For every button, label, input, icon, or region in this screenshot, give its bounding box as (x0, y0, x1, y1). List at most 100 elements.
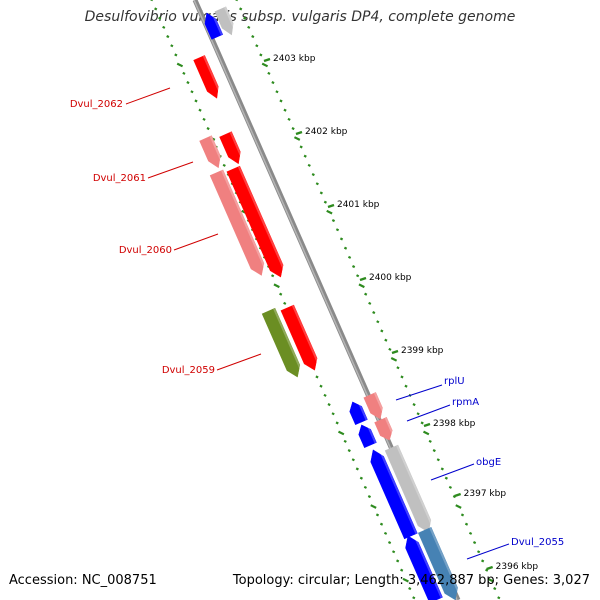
inner-tick (319, 384, 323, 388)
gene-rplu[interactable] (347, 399, 368, 426)
gene-dvul-2059b[interactable] (280, 304, 321, 373)
scale-tick-mark (359, 276, 367, 282)
outer-tick (319, 191, 323, 195)
gene-label-obge[interactable]: obgE (476, 457, 501, 468)
gene-reverse-top[interactable] (201, 11, 224, 40)
outer-tick (326, 209, 333, 215)
gene-label-dvul_2055[interactable]: Dvul_2055 (511, 537, 564, 548)
gene-label-dvul_2059[interactable]: Dvul_2059 (162, 365, 215, 376)
outer-tick (455, 504, 462, 509)
gene-dvul-2060b[interactable] (226, 165, 287, 280)
gene-label-group: Dvul_2062 Dvul_2061 Dvul_2060 Dvul_2059 rplU… (70, 87, 564, 560)
outer-tick (485, 568, 489, 572)
outer-tick (432, 449, 436, 453)
gene-dvul-2062[interactable] (193, 55, 223, 100)
outer-tick (396, 366, 400, 370)
gene-dvul-2061b[interactable] (219, 131, 245, 167)
outer-tick (247, 25, 251, 29)
gene-label-leader (466, 543, 510, 560)
scale-tick-mark (486, 565, 494, 571)
gene-dvul-2061a[interactable] (199, 135, 225, 171)
outer-tick (412, 403, 416, 407)
inner-tick (222, 163, 226, 167)
gene-label-rplu[interactable]: rplU (444, 376, 465, 387)
outer-tick (307, 163, 311, 167)
gene-dvul-2059a[interactable] (261, 307, 304, 380)
scale-tick-labels: 2403 kbp 2402 kbp 2401 kbp 2400 kbp 2399 kbp… (263, 54, 539, 572)
outer-tick (279, 99, 283, 103)
inner-tick (283, 301, 287, 305)
outer-tick (464, 522, 469, 526)
outer-tick (299, 145, 303, 149)
scale-tick-mark (423, 422, 431, 428)
outer-tick (323, 200, 327, 204)
outer-tick (444, 476, 448, 480)
scale-tick-mark (454, 492, 462, 498)
outer-tick (356, 274, 360, 278)
gene-grey-top[interactable] (214, 6, 237, 37)
inner-tick (408, 587, 412, 591)
outer-tick (275, 90, 279, 94)
outer-tick (339, 237, 344, 241)
gene-label-dvul_2062[interactable]: Dvul_2062 (70, 99, 123, 110)
outer-tick (259, 53, 263, 57)
gene-obge[interactable] (367, 447, 418, 540)
outer-tick (315, 182, 319, 186)
outer-tick (388, 347, 392, 351)
gene-rplu-light[interactable] (363, 392, 386, 421)
gene-label-dvul_2060[interactable]: Dvul_2060 (119, 245, 172, 256)
gene-label-leader (430, 463, 475, 481)
gene-dvul-2055[interactable] (402, 533, 443, 600)
scale-tick-label: 2401 kbp (337, 200, 380, 210)
inner-tick (387, 541, 392, 545)
inner-tick (162, 25, 166, 29)
outer-tick (468, 531, 473, 535)
gene-dvul-2055-steel[interactable] (418, 527, 461, 600)
outer-tick (376, 320, 380, 324)
outer-tick (368, 301, 372, 305)
outer-tick (481, 559, 485, 563)
scale-tick-label: 2400 kbp (369, 273, 412, 283)
outer-tick (261, 62, 269, 68)
inner-tick (190, 90, 194, 94)
outer-tick (347, 255, 352, 259)
outer-tick (428, 439, 432, 443)
gene-obge-grey[interactable] (384, 444, 435, 535)
scale-tick-mark (327, 203, 335, 209)
outer-tick (390, 357, 398, 362)
gene-label-rpma[interactable]: rpmA (452, 397, 479, 408)
gene-label-dvul_2061[interactable]: Dvul_2061 (93, 173, 146, 184)
inner-tick (363, 485, 367, 489)
inner-tick (194, 99, 198, 103)
gene-label-leader (125, 87, 171, 105)
gene-rpma-light[interactable] (374, 416, 396, 442)
outer-tick (472, 541, 477, 545)
inner-tick (355, 467, 359, 471)
scale-tick-label: 2403 kbp (273, 54, 316, 64)
gene-label-leader (216, 353, 262, 371)
inner-tick (273, 283, 280, 289)
inner-tick (367, 495, 372, 499)
outer-tick (331, 219, 336, 223)
gene-rpma[interactable] (356, 422, 377, 449)
scale-tick-label: 2396 kbp (496, 562, 539, 572)
outer-tick (422, 430, 430, 436)
inner-tick (198, 108, 202, 112)
outer-tick (293, 136, 301, 141)
scale-tick-mark (263, 57, 271, 63)
inner-tick (202, 117, 206, 121)
inner-tick (400, 568, 404, 572)
outer-tick (335, 228, 340, 232)
inner-tick (323, 393, 327, 397)
gene-dvul-2060a[interactable] (209, 169, 268, 278)
inner-tick (174, 53, 178, 57)
inner-tick (351, 458, 355, 462)
inner-tick (279, 292, 283, 296)
outer-tick (287, 117, 291, 121)
inner-tick (182, 71, 186, 75)
inner-tick (327, 403, 331, 407)
inner-tick (412, 596, 416, 600)
inner-tick (391, 550, 396, 554)
outer-tick (384, 338, 388, 342)
